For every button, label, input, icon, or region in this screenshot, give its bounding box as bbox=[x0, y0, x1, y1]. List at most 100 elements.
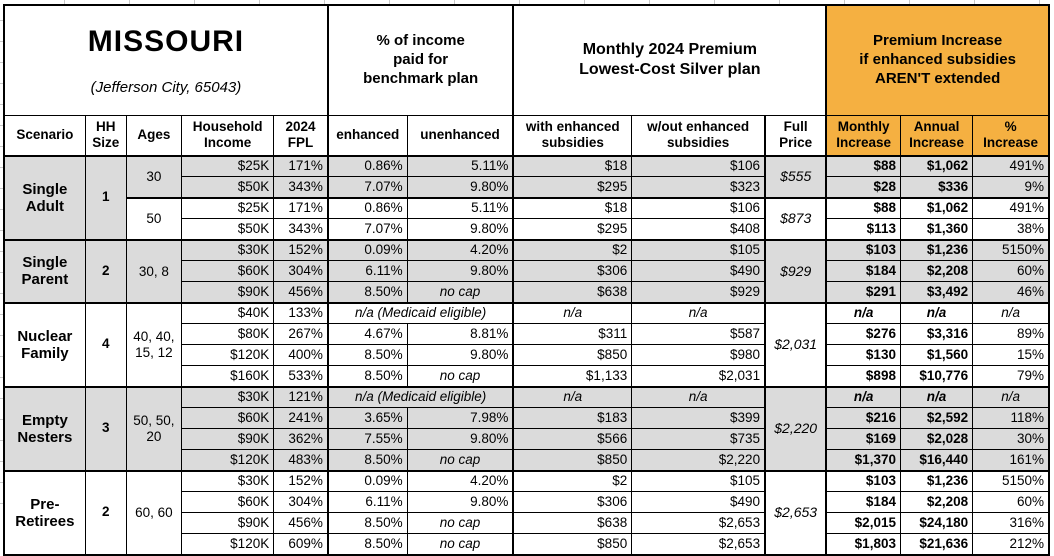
cell-monthly-increase[interactable]: $113 bbox=[825, 218, 901, 241]
cell-without-subsidies[interactable]: $2,220 bbox=[631, 449, 766, 472]
cell-enhanced[interactable]: 4.67% bbox=[326, 323, 408, 346]
cell-income[interactable]: $160K bbox=[180, 365, 275, 388]
cell-enhanced[interactable]: 8.50% bbox=[326, 344, 408, 367]
cell-unenhanced[interactable]: no cap bbox=[406, 281, 514, 304]
cell-scenario[interactable]: Empty Nesters bbox=[3, 385, 86, 472]
cell-monthly-increase[interactable]: $28 bbox=[825, 176, 901, 199]
cell-fpl[interactable]: 304% bbox=[273, 260, 329, 283]
cell-pct-increase[interactable]: 316% bbox=[972, 512, 1050, 535]
cell-monthly-increase[interactable]: $184 bbox=[825, 260, 901, 283]
cell-fpl[interactable]: 133% bbox=[273, 301, 329, 325]
cell-unenhanced[interactable]: 9.80% bbox=[406, 176, 514, 199]
cell-income[interactable]: $90K bbox=[180, 281, 275, 304]
cell-annual-increase[interactable]: $2,208 bbox=[899, 491, 974, 514]
cell-enhanced[interactable]: 8.50% bbox=[326, 512, 408, 535]
cell-monthly-increase[interactable]: $88 bbox=[825, 154, 901, 178]
cell-annual-increase[interactable]: n/a bbox=[899, 385, 974, 409]
cell-annual-increase[interactable]: $24,180 bbox=[899, 512, 974, 535]
cell-monthly-increase[interactable]: $1,803 bbox=[825, 533, 901, 556]
cell-full-price[interactable]: $2,653 bbox=[764, 469, 828, 556]
cell-monthly-increase[interactable]: $103 bbox=[825, 469, 901, 493]
cell-unenhanced[interactable]: 8.81% bbox=[406, 323, 514, 346]
cell-without-subsidies[interactable]: $105 bbox=[631, 469, 766, 493]
cell-annual-increase[interactable]: n/a bbox=[899, 301, 974, 325]
cell-hh-size[interactable]: 2 bbox=[84, 469, 127, 556]
cell-monthly-increase[interactable]: $88 bbox=[825, 196, 901, 220]
cell-monthly-increase[interactable]: $130 bbox=[825, 344, 901, 367]
cell-annual-increase[interactable]: $1,062 bbox=[899, 154, 974, 178]
cell-income[interactable]: $25K bbox=[180, 196, 275, 220]
cell-monthly-increase[interactable]: $276 bbox=[825, 323, 901, 346]
cell-annual-increase[interactable]: $1,236 bbox=[899, 469, 974, 493]
cell-without-subsidies[interactable]: $323 bbox=[631, 176, 766, 199]
cell-scenario[interactable]: Single Parent bbox=[3, 238, 86, 304]
cell-annual-increase[interactable]: $1,560 bbox=[899, 344, 974, 367]
cell-with-subsidies[interactable]: $295 bbox=[512, 176, 633, 199]
cell-unenhanced[interactable]: no cap bbox=[406, 449, 514, 472]
cell-annual-increase[interactable]: $1,236 bbox=[899, 238, 974, 262]
cell-annual-increase[interactable]: $336 bbox=[899, 176, 974, 199]
cell-scenario[interactable]: Single Adult bbox=[3, 154, 86, 241]
cell-ages[interactable]: 60, 60 bbox=[125, 469, 182, 556]
cell-pct-increase[interactable]: n/a bbox=[972, 301, 1050, 325]
cell-enhanced[interactable]: 8.50% bbox=[326, 365, 408, 388]
cell-fpl[interactable]: 343% bbox=[273, 218, 329, 241]
cell-with-subsidies[interactable]: n/a bbox=[512, 385, 633, 409]
cell-without-subsidies[interactable]: $587 bbox=[631, 323, 766, 346]
cell-with-subsidies[interactable]: $850 bbox=[512, 533, 633, 556]
cell-annual-increase[interactable]: $21,636 bbox=[899, 533, 974, 556]
cell-full-price[interactable]: $2,031 bbox=[764, 301, 828, 388]
cell-pct-increase[interactable]: 15% bbox=[972, 344, 1050, 367]
cell-with-subsidies[interactable]: $2 bbox=[512, 238, 633, 262]
cell-fpl[interactable]: 483% bbox=[273, 449, 329, 472]
cell-ages[interactable]: 30 bbox=[125, 154, 182, 199]
cell-annual-increase[interactable]: $16,440 bbox=[899, 449, 974, 472]
cell-with-subsidies[interactable]: $566 bbox=[512, 428, 633, 451]
cell-fpl[interactable]: 267% bbox=[273, 323, 329, 346]
cell-pct-increase[interactable]: 491% bbox=[972, 196, 1050, 220]
cell-without-subsidies[interactable]: $2,031 bbox=[631, 365, 766, 388]
cell-income[interactable]: $90K bbox=[180, 428, 275, 451]
cell-fpl[interactable]: 152% bbox=[273, 469, 329, 493]
cell-full-price[interactable]: $873 bbox=[764, 196, 828, 241]
cell-enhanced[interactable]: 8.50% bbox=[326, 449, 408, 472]
cell-unenhanced[interactable]: 5.11% bbox=[406, 154, 514, 178]
cell-annual-increase[interactable]: $2,028 bbox=[899, 428, 974, 451]
cell-pct-increase[interactable]: 491% bbox=[972, 154, 1050, 178]
cell-without-subsidies[interactable]: $735 bbox=[631, 428, 766, 451]
cell-pct-increase[interactable]: 30% bbox=[972, 428, 1050, 451]
cell-income[interactable]: $90K bbox=[180, 512, 275, 535]
cell-unenhanced[interactable]: 5.11% bbox=[406, 196, 514, 220]
cell-without-subsidies[interactable]: $408 bbox=[631, 218, 766, 241]
cell-income[interactable]: $25K bbox=[180, 154, 275, 178]
cell-pct-increase[interactable]: 5150% bbox=[972, 238, 1050, 262]
cell-income[interactable]: $120K bbox=[180, 533, 275, 556]
cell-pct-increase[interactable]: 46% bbox=[972, 281, 1050, 304]
cell-income[interactable]: $120K bbox=[180, 344, 275, 367]
cell-fpl[interactable]: 171% bbox=[273, 196, 329, 220]
cell-annual-increase[interactable]: $1,062 bbox=[899, 196, 974, 220]
cell-monthly-increase[interactable]: $103 bbox=[825, 238, 901, 262]
cell-without-subsidies[interactable]: $106 bbox=[631, 196, 766, 220]
cell-monthly-increase[interactable]: $169 bbox=[825, 428, 901, 451]
cell-with-subsidies[interactable]: $638 bbox=[512, 281, 633, 304]
cell-unenhanced[interactable]: 9.80% bbox=[406, 428, 514, 451]
cell-income[interactable]: $30K bbox=[180, 385, 275, 409]
cell-unenhanced[interactable]: 9.80% bbox=[406, 260, 514, 283]
cell-without-subsidies[interactable]: $106 bbox=[631, 154, 766, 178]
cell-medicaid-note[interactable]: n/a (Medicaid eligible) bbox=[326, 385, 514, 409]
cell-pct-increase[interactable]: 5150% bbox=[972, 469, 1050, 493]
cell-without-subsidies[interactable]: $980 bbox=[631, 344, 766, 367]
cell-full-price[interactable]: $929 bbox=[764, 238, 828, 304]
cell-pct-increase[interactable]: 79% bbox=[972, 365, 1050, 388]
cell-annual-increase[interactable]: $2,208 bbox=[899, 260, 974, 283]
cell-income[interactable]: $80K bbox=[180, 323, 275, 346]
cell-fpl[interactable]: 241% bbox=[273, 407, 329, 430]
cell-hh-size[interactable]: 2 bbox=[84, 238, 127, 304]
cell-with-subsidies[interactable]: $2 bbox=[512, 469, 633, 493]
cell-enhanced[interactable]: 8.50% bbox=[326, 533, 408, 556]
cell-enhanced[interactable]: 0.09% bbox=[326, 469, 408, 493]
cell-ages[interactable]: 30, 8 bbox=[125, 238, 182, 304]
cell-without-subsidies[interactable]: $929 bbox=[631, 281, 766, 304]
cell-fpl[interactable]: 152% bbox=[273, 238, 329, 262]
